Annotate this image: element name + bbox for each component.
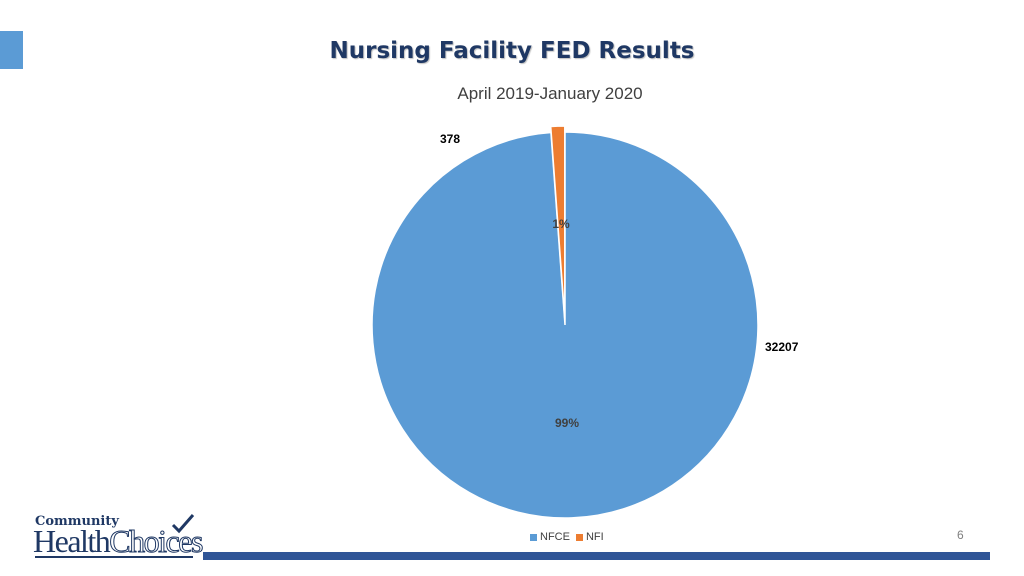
slide-title: Nursing Facility FED Results xyxy=(329,38,695,64)
legend-label-nfi: NFI xyxy=(585,531,604,543)
legend-swatch-nfi xyxy=(575,533,583,541)
logo-text-choices: Choices xyxy=(109,523,204,559)
data-label-value-nfce: 32207 xyxy=(765,340,799,354)
logo-text-community: Community xyxy=(35,514,119,529)
logo-text-health: Health xyxy=(33,523,111,559)
legend-item-nfi: NFI xyxy=(575,531,604,543)
page-number: 6 xyxy=(957,528,964,542)
pie-slice-nfce xyxy=(371,131,759,519)
data-label-percent-nfi: 1% xyxy=(552,217,570,231)
chart-title: April 2019-January 2020 xyxy=(457,84,643,103)
logo-text-healthchoices: HealthChoices xyxy=(33,523,204,559)
data-label-percent-nfce: 99% xyxy=(555,416,579,430)
pie-slice-nfi xyxy=(549,125,566,320)
checkmark-icon xyxy=(171,514,195,534)
chart-legend: NFCE NFI xyxy=(530,531,604,543)
data-label-value-nfi: 378 xyxy=(440,132,460,146)
community-healthchoices-logo: Community HealthChoices xyxy=(33,513,204,563)
legend-item-nfce: NFCE xyxy=(530,531,570,543)
legend-swatch-nfce xyxy=(530,533,537,541)
corner-accent xyxy=(0,31,23,69)
legend-label-nfce: NFCE xyxy=(540,531,570,543)
footer-bar xyxy=(203,552,990,560)
logo-underline xyxy=(35,556,193,558)
